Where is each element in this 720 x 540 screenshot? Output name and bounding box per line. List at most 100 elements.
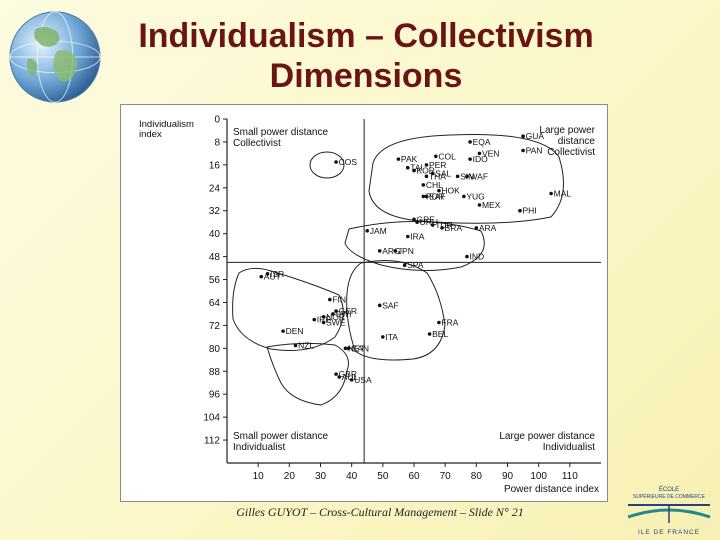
data-point-gre <box>412 217 416 222</box>
data-label-spa: SPA <box>407 260 424 270</box>
data-points: COSCOLEQAGUAPANVENIDOPAKTAIPERSALSINKORT… <box>259 131 571 385</box>
data-label-mal: MAL <box>554 189 572 199</box>
data-point-gua <box>521 134 525 138</box>
title-line-1: Individualism – Collectivism <box>138 17 594 55</box>
y-tick-label: 48 <box>209 252 221 263</box>
data-label-tha: THA <box>429 171 446 181</box>
y-tick-label: 88 <box>209 367 221 378</box>
data-point-por <box>421 194 426 199</box>
data-point-fra <box>437 320 441 325</box>
data-label-ger: GER <box>339 306 357 316</box>
data-point-eaf <box>424 194 429 199</box>
y-axis-label-line-2: index <box>139 129 162 140</box>
data-label-chl: CHL <box>426 180 443 190</box>
data-point-swe <box>321 320 326 325</box>
x-tick-label: 60 <box>408 471 420 482</box>
y-tick-label: 16 <box>209 160 221 171</box>
data-point-ire <box>312 317 317 322</box>
chart-frame: Individualism index Power distance index… <box>120 104 608 502</box>
data-point-jam <box>365 229 370 233</box>
cluster-outline-cos <box>309 151 345 179</box>
data-label-por: POR <box>426 191 444 201</box>
quadrant-top-right-line-1: Large power <box>539 125 595 136</box>
data-label-bel: BEL <box>432 329 448 339</box>
data-label-hok: HOK <box>441 186 460 196</box>
quadrant-bottom-left-line-1: Small power distance <box>233 431 328 442</box>
data-label-den: DEN <box>286 326 304 336</box>
x-tick-label: 100 <box>530 471 547 482</box>
data-point-fin <box>328 297 332 302</box>
data-label-tai: TAI <box>410 163 423 173</box>
y-tick-label: 80 <box>209 344 221 355</box>
logo-swoosh-icon <box>627 504 711 523</box>
data-point-ind <box>465 254 469 259</box>
data-label-bra: BRA <box>445 223 463 233</box>
data-point-arg <box>377 249 382 253</box>
y-tick-label: 56 <box>209 275 221 286</box>
cluster-outline-latin-europe <box>346 260 446 361</box>
y-tick-label: 0 <box>214 115 220 126</box>
data-point-cos <box>334 160 338 164</box>
data-label-swi: SWI <box>335 309 351 319</box>
data-label-can: CAN <box>351 343 369 353</box>
data-label-isr: ISR <box>270 269 284 279</box>
y-tick-label: 24 <box>209 183 221 194</box>
data-label-per: PER <box>429 160 446 170</box>
data-point-nzl <box>293 343 298 348</box>
data-label-mex: MEX <box>482 200 501 210</box>
y-tick-label: 32 <box>209 206 221 217</box>
data-label-ita: ITA <box>385 332 398 342</box>
cluster-outline-germanic <box>232 267 344 351</box>
data-point-can <box>346 346 351 351</box>
cluster-outline-anglo <box>266 342 349 406</box>
data-point-saf <box>377 303 382 308</box>
slide-title: Individualism – Collectivism Dimensions <box>96 16 636 96</box>
data-label-phi: PHI <box>522 206 536 216</box>
x-tick-label: 70 <box>440 471 452 482</box>
data-point-phi <box>518 208 522 213</box>
data-point-tur <box>430 223 435 227</box>
data-label-usa: USA <box>354 375 372 385</box>
data-label-ind: IND <box>469 252 484 262</box>
data-label-pan: PAN <box>526 146 543 156</box>
quadrant-bottom-right-line-2: Individualist <box>543 442 595 453</box>
data-label-saf: SAF <box>382 300 399 310</box>
data-point-kor <box>412 168 416 173</box>
data-point-col <box>434 154 438 159</box>
data-label-uru: URU <box>420 217 438 227</box>
x-tick-label: 10 <box>253 471 265 482</box>
data-point-swi <box>331 312 335 316</box>
data-point-yug <box>462 194 466 199</box>
data-point-mal <box>549 191 553 196</box>
y-tick-label: 72 <box>209 321 221 332</box>
data-label-yug: YUG <box>466 191 484 201</box>
data-label-ido: IDO <box>473 154 489 164</box>
data-label-swe: SWE <box>326 318 346 328</box>
data-label-nor: NOR <box>326 312 345 322</box>
data-point-jpn <box>393 249 398 253</box>
data-point-ido <box>468 157 472 161</box>
data-point-pan <box>521 148 525 153</box>
data-point-tai <box>405 165 410 170</box>
x-tick-label: 30 <box>315 471 327 482</box>
data-label-ire: IRE <box>317 315 332 325</box>
data-point-aut <box>259 274 264 279</box>
quadrant-top-right-line-2: distance <box>558 136 596 147</box>
data-point-ger <box>334 309 338 313</box>
globe-icon <box>9 11 101 103</box>
y-axis-label-line-1: Individualism <box>139 119 194 130</box>
logo-line-3: ILE DE FRANCE <box>637 529 701 536</box>
data-point-ira <box>405 234 410 239</box>
data-point-hok <box>437 188 441 193</box>
data-label-kor: KOR <box>417 166 435 176</box>
data-label-aut: AUT <box>264 272 281 282</box>
data-point-mex <box>477 203 482 207</box>
data-label-tur: TUR <box>435 220 452 230</box>
data-label-ira: IRA <box>410 232 425 242</box>
data-label-ven: VEN <box>482 148 499 158</box>
y-tick-label: 40 <box>209 229 221 240</box>
data-label-nzl: NZL <box>298 340 314 350</box>
quadrant-top-left-line-1: Small power distance <box>233 127 328 138</box>
quadrant-bottom-right-line-1: Large power distance <box>499 431 595 442</box>
quadrant-top-left-line-2: Collectivist <box>233 138 281 149</box>
